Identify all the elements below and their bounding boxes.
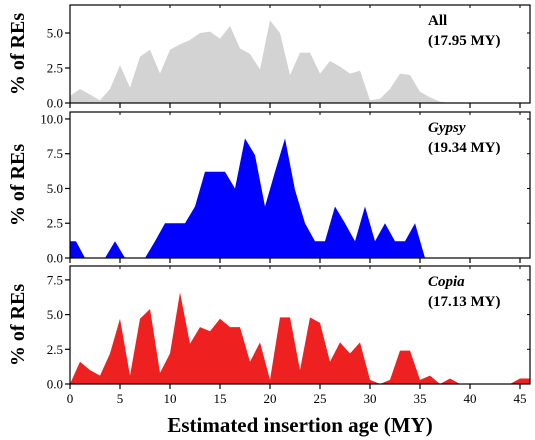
series-area-1 [70,20,530,103]
y-tick-label: 5.0 [47,307,63,322]
series-area-2 [70,138,530,258]
panel-subtitle: (19.34 MY) [428,140,500,156]
series-area-3 [70,292,530,384]
panel-subtitle: (17.13 MY) [428,294,500,310]
panel-2: 0.0 2.5 5.0 7.5 10.0 % of REs Gypsy (19.34 MY) [7,111,531,266]
x-tick-label: 5 [117,391,124,406]
x-axis-label: Estimated insertion age (MY) [167,413,432,437]
y-tick-label: 10.0 [40,111,63,126]
x-tick-label: 40 [464,391,477,406]
x-tick-label: 25 [314,391,327,406]
y-tick-label: 0.0 [47,96,63,111]
x-tick-label: 10 [164,391,177,406]
panel-title: All [428,13,447,29]
x-tick-label: 35 [414,391,427,406]
y-axis-label: % of REs [7,13,29,95]
y-axis-label: % of REs [7,284,29,366]
y-tick-label: 5.0 [47,181,63,196]
panel-subtitle: (17.95 MY) [428,33,500,49]
panel-title: Gypsy [428,120,466,136]
x-tick-label: 0 [67,391,74,406]
y-tick-label: 5.0 [47,26,63,41]
panel-3: 0.0 2.5 5.0 7.5 0 5 10 15 20 25 30 35 40 45 % of REs Co… [7,265,531,406]
y-tick-label: 0.0 [47,377,63,392]
y-axis-label: % of REs [7,144,29,226]
x-tick-label: 30 [364,391,377,406]
panel-title: Copia [428,274,465,290]
y-tick-label: 7.5 [47,146,63,161]
y-tick-label: 2.5 [47,61,63,76]
y-tick-label: 7.5 [47,272,63,287]
x-tick-label: 15 [214,391,227,406]
panel-frame [69,4,531,104]
y-tick-label: 2.5 [47,342,63,357]
panel-1: 0.0 2.5 5.0 % of REs All (17.95 MY) [7,4,531,111]
panel-frame [69,111,531,259]
y-tick-label: 0.0 [47,251,63,266]
x-tick-label: 20 [264,391,277,406]
x-tick-label: 45 [514,391,527,406]
y-tick-label: 2.5 [47,216,63,231]
panel-frame [69,265,531,385]
